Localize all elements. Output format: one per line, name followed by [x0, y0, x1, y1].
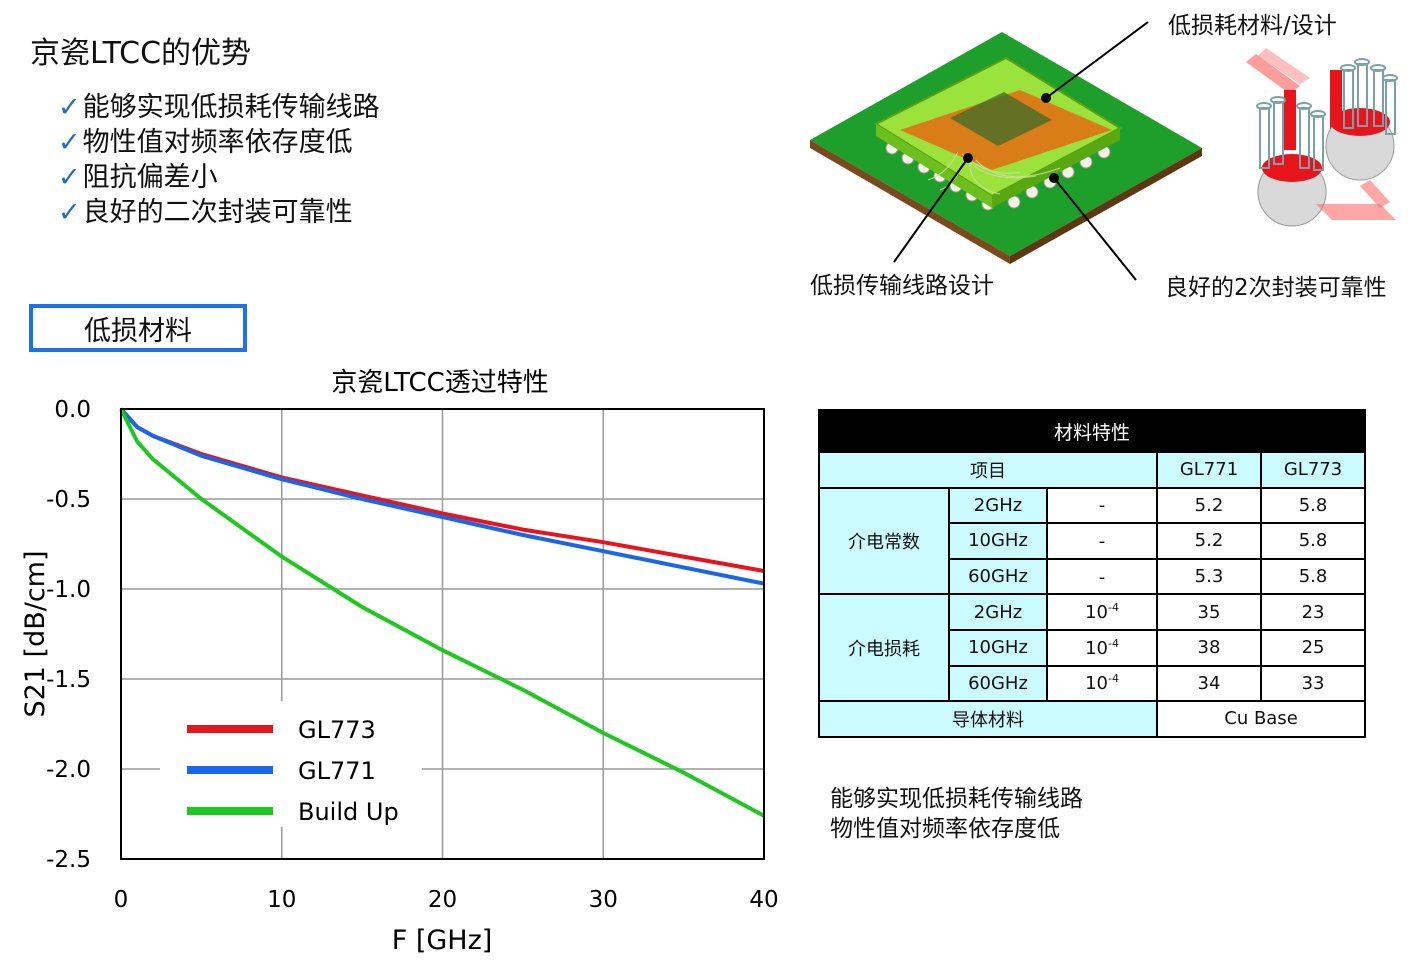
advantage-item: ✓良好的二次封装可靠性 [58, 195, 380, 230]
freq-cell: 2GHz [948, 593, 1048, 631]
check-icon: ✓ [58, 197, 81, 228]
gl771-value: 5.2 [1156, 522, 1262, 560]
gl773-value: 5.8 [1259, 522, 1367, 560]
advantages-list: ✓能够实现低损耗传输线路 ✓物性值对频率依存度低 ✓阻抗偏差小 ✓良好的二次封装… [58, 90, 380, 230]
chip-die [950, 92, 1052, 146]
gl771-value: 5.3 [1156, 557, 1262, 596]
pcb-board-edge-left [810, 140, 1010, 264]
callout-lines [893, 21, 1149, 281]
advantage-item: ✓物性值对频率依存度低 [58, 125, 380, 160]
ltcc-substrate-side-left [876, 124, 992, 208]
gl773-value: 5.8 [1259, 486, 1367, 525]
y-tick-label: -2.0 [46, 757, 91, 783]
gl771-value: 35 [1156, 593, 1262, 631]
header-gl771: GL771 [1156, 451, 1262, 489]
advantage-text: 阻抗偏差小 [82, 162, 218, 193]
group-label-dielectric-loss: 介电损耗 [818, 593, 950, 703]
pcb-board-edge-right [1010, 148, 1202, 264]
chart-ticks: 0 10 20 30 40 0.0 -0.5 -1.0 -1.5 -2.0 -2.5 [46, 397, 779, 913]
freq-cell: 60GHz [948, 557, 1048, 596]
y-tick-label: -2.5 [46, 847, 91, 873]
legend-background [160, 701, 422, 827]
freq-cell: 10GHz [948, 628, 1048, 667]
s21-chart: 京瓷LTCC透过特性 0 10 20 30 40 0.0 -0.5 -1.0 -1.5 -2.0 -… [20, 368, 779, 956]
x-tick-label: 30 [589, 887, 618, 913]
gl773-value: 5.8 [1259, 557, 1367, 596]
advantage-item: ✓能够实现低损耗传输线路 [58, 90, 380, 125]
illustration-label-secondary-reliability: 良好的2次封装可靠性 [1165, 275, 1387, 301]
chart-title: 京瓷LTCC透过特性 [331, 368, 549, 398]
freq-cell: 60GHz [948, 664, 1048, 703]
unit-cell: - [1046, 522, 1158, 560]
gl773-value: 25 [1259, 628, 1367, 667]
gl771-value: 5.2 [1156, 486, 1262, 525]
x-tick-label: 10 [267, 887, 296, 913]
y-axis-label: S21 [dB/cm] [20, 550, 51, 717]
check-icon: ✓ [58, 127, 81, 158]
legend-label: Build Up [298, 798, 399, 826]
y-tick-label: 0.0 [54, 397, 91, 423]
plot-frame [120, 408, 765, 860]
chart-series [119, 407, 765, 818]
gl771-value: 38 [1156, 628, 1262, 667]
unit-cell: 10-4 [1046, 628, 1158, 667]
note-line: 物性值对频率依存度低 [830, 816, 1060, 842]
legend-label: GL773 [298, 716, 376, 744]
y-tick-label: -1.5 [46, 667, 91, 693]
x-axis-label: F [GHz] [392, 925, 493, 956]
series-line-gl771 [119, 407, 765, 586]
legend-label: GL771 [298, 757, 376, 785]
series-line-build-up [119, 408, 765, 818]
freq-cell: 2GHz [948, 486, 1048, 525]
ltcc-package-illustration [810, 21, 1398, 281]
notes-block: 能够实现低损耗传输线路 物性值对频率依存度低 [830, 784, 1083, 844]
check-icon: ✓ [58, 92, 81, 123]
illustration-label-transmission-design: 低损传输线路设计 [810, 273, 994, 299]
gl771-value: 34 [1156, 664, 1262, 703]
y-tick-label: -1.0 [46, 577, 91, 603]
x-tick-label: 0 [114, 887, 129, 913]
advantage-text: 物性值对频率依存度低 [82, 127, 353, 158]
y-tick-label: -0.5 [46, 487, 91, 513]
note-line: 能够实现低损耗传输线路 [830, 786, 1083, 812]
section-tab-low-loss-material: 低损材料 [29, 304, 247, 352]
advantage-text: 良好的二次封装可靠性 [82, 197, 353, 228]
unit-cell: - [1046, 557, 1158, 596]
advantage-item: ✓阻抗偏差小 [58, 160, 380, 195]
gl773-value: 23 [1259, 593, 1367, 631]
material-properties-table: 材料特性 项目 GL771 GL773 介电常数 2GHz - 5.2 5.8 … [817, 409, 1367, 738]
via-illustration [1246, 48, 1398, 227]
gl773-value: 33 [1259, 664, 1367, 703]
group-label-dielectric-constant: 介电常数 [818, 486, 950, 596]
chart-legend: GL773 GL771 Build Up [160, 701, 422, 827]
footer-label-conductor: 导体材料 [818, 700, 1158, 738]
header-gl773: GL773 [1259, 451, 1367, 489]
unit-cell: - [1046, 486, 1158, 525]
freq-cell: 10GHz [948, 522, 1048, 560]
ltcc-substrate-side-right [992, 128, 1120, 208]
table-title: 材料特性 [817, 409, 1367, 453]
illustration-label-low-loss-material: 低损耗材料/设计 [1168, 13, 1337, 39]
x-tick-label: 20 [428, 887, 457, 913]
x-tick-label: 40 [749, 887, 778, 913]
page-title: 京瓷LTCC的优势 [30, 36, 252, 71]
footer-value-conductor: Cu Base [1155, 700, 1367, 738]
advantage-text: 能够实现低损耗传输线路 [82, 92, 380, 123]
unit-cell: 10-4 [1046, 664, 1158, 703]
unit-cell: 10-4 [1046, 593, 1158, 631]
header-item: 项目 [818, 451, 1158, 489]
check-icon: ✓ [58, 162, 81, 193]
